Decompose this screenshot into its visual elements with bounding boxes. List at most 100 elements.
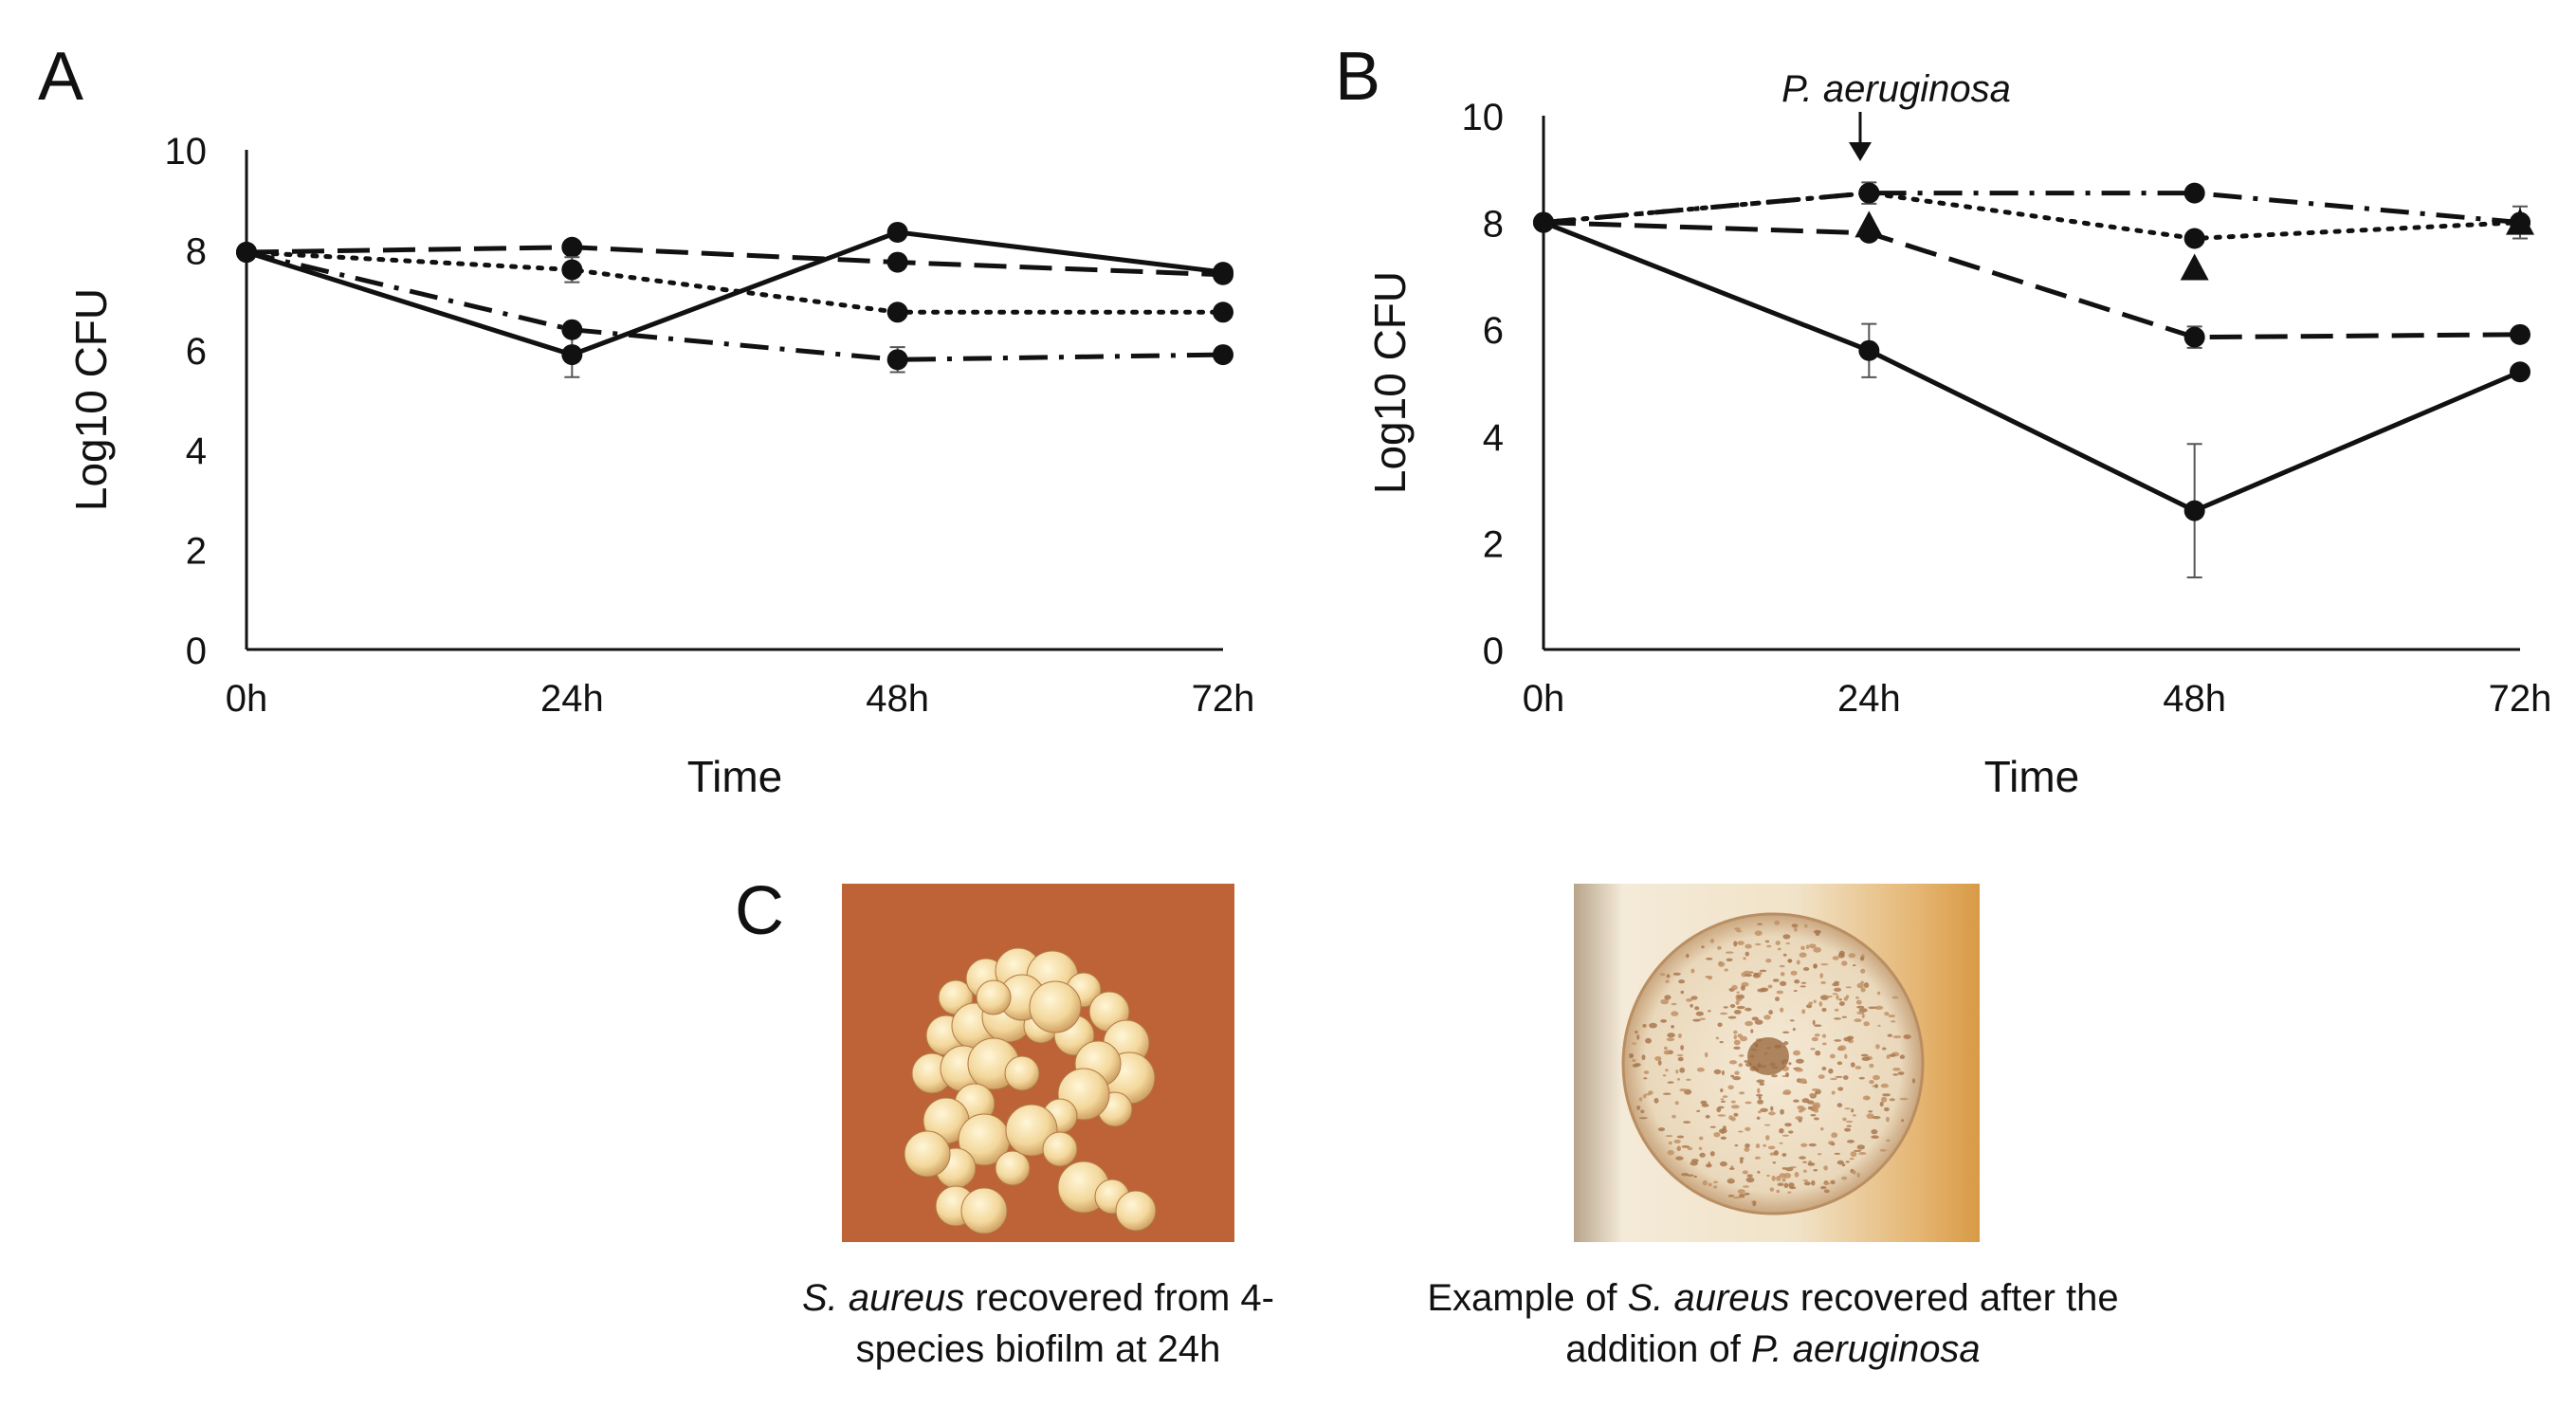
- colony-speck: [1756, 1116, 1761, 1120]
- colony-speck: [1708, 1010, 1711, 1013]
- colony-speck: [1884, 1106, 1890, 1112]
- colony-speck: [1837, 1045, 1847, 1051]
- colony-speck: [1776, 1176, 1781, 1181]
- data-point-dash-dot: [236, 242, 257, 264]
- colony-speck: [1783, 1041, 1789, 1046]
- data-point-dash-dot: [1858, 182, 1880, 204]
- colony-speck: [1841, 1176, 1848, 1180]
- colony-speck: [1667, 1033, 1675, 1038]
- colony-speck: [1704, 1051, 1708, 1058]
- colony-speck: [1880, 1083, 1890, 1088]
- series-line-dashed: [1543, 220, 2521, 340]
- colony-speck: [1790, 970, 1798, 976]
- colony-speck: [1745, 973, 1752, 978]
- colony-speck: [1745, 1126, 1751, 1131]
- colony-speck: [1871, 1135, 1879, 1139]
- colony-speck: [1854, 1066, 1862, 1070]
- colony-speck: [1745, 943, 1752, 949]
- colony-speck: [1643, 1070, 1650, 1074]
- colony-speck: [1758, 972, 1763, 976]
- data-point-dashed: [561, 236, 583, 258]
- colony-speck: [1738, 1063, 1744, 1068]
- colony-speck: [1813, 1169, 1818, 1172]
- colony-speck: [1737, 994, 1745, 999]
- colony-speck: [1874, 1005, 1884, 1010]
- colony-speck: [1742, 1170, 1748, 1175]
- colony-speck: [1709, 1151, 1715, 1157]
- colony-speck: [1696, 1067, 1705, 1072]
- colony-speck: [1796, 960, 1800, 965]
- colony-speck: [1677, 1056, 1684, 1062]
- y-tick-label: 8: [1483, 204, 1504, 246]
- y-tick-label: 6: [1483, 310, 1504, 352]
- p-aeruginosa-annotation: P. aeruginosa: [1781, 68, 2011, 110]
- caption-right-line1b: recovered after the: [1789, 1277, 2119, 1319]
- colony-speck: [1705, 1114, 1710, 1119]
- x-tick-label: 24h: [1837, 678, 1901, 720]
- colony-speck: [1718, 1106, 1725, 1109]
- colony-speck: [1672, 1114, 1676, 1119]
- y-tick-label: 2: [186, 531, 207, 573]
- colony-speck: [1828, 1068, 1834, 1074]
- colony-speck: [1866, 1113, 1874, 1119]
- colony-speck: [1874, 1084, 1878, 1088]
- colony-speck: [1736, 1005, 1745, 1010]
- colony-speck: [1863, 1021, 1870, 1027]
- colony-speck: [1723, 1006, 1728, 1009]
- colony-speck: [1702, 1179, 1708, 1186]
- colony-speck: [1746, 1174, 1753, 1178]
- panel-letter-c: C: [735, 873, 784, 949]
- colony-speck: [1780, 980, 1787, 986]
- colony-speck: [1738, 1194, 1745, 1198]
- colony-speck: [1821, 1033, 1827, 1038]
- colony-speck: [1728, 1178, 1733, 1180]
- colony-speck: [1727, 1085, 1734, 1090]
- colony-speck: [1869, 1080, 1874, 1085]
- colony-speck: [1781, 1134, 1789, 1137]
- colony-speck: [1701, 945, 1705, 949]
- colony-speck: [1800, 945, 1805, 950]
- colony-speck: [1672, 972, 1681, 976]
- colony-speck: [1799, 1078, 1807, 1084]
- colony-speck: [1713, 1180, 1718, 1184]
- colony-speck: [1638, 1117, 1648, 1120]
- colony-speck: [1681, 1145, 1690, 1148]
- colony-speck: [1640, 1109, 1645, 1114]
- colony-speck: [1744, 1060, 1749, 1063]
- colony-speck: [1819, 973, 1824, 978]
- colony-speck: [1664, 1046, 1668, 1051]
- colony-speck: [1844, 1053, 1848, 1059]
- colony-speck: [1821, 1007, 1827, 1013]
- colony-speck: [1858, 1152, 1867, 1155]
- colony-speck: [1777, 1182, 1784, 1186]
- colony-speck: [1813, 929, 1821, 934]
- colony-speck: [1802, 1179, 1808, 1182]
- colony-speck: [1887, 1033, 1893, 1037]
- colony-speck: [1845, 986, 1852, 989]
- colony-speck: [1733, 1112, 1739, 1117]
- colony-speck: [1772, 978, 1780, 982]
- colony-speck: [1665, 979, 1670, 983]
- colony-speck: [1648, 1090, 1653, 1095]
- colony-speck: [1808, 1143, 1817, 1147]
- colony-speck: [1659, 973, 1666, 977]
- colony-speck: [1679, 1067, 1686, 1073]
- colony-speck: [1818, 1074, 1825, 1079]
- colony-speck: [1899, 1054, 1906, 1059]
- colony-speck: [1858, 1076, 1865, 1080]
- colony-speck: [1866, 1097, 1870, 1100]
- colony-speck: [1881, 1096, 1888, 1103]
- colony-speck: [1771, 1074, 1778, 1078]
- colony-speck: [1641, 1054, 1646, 1061]
- colony-speck: [1834, 1039, 1842, 1042]
- colony-speck: [1823, 1165, 1828, 1171]
- colony-speck: [1690, 1003, 1693, 1008]
- colony-speck: [1756, 1079, 1765, 1084]
- colony-speck: [1774, 920, 1781, 925]
- colony-speck: [1767, 984, 1773, 989]
- colony-speck: [1854, 1149, 1862, 1152]
- colony-speck: [1744, 1192, 1750, 1196]
- colony-speck: [1836, 1061, 1843, 1066]
- colony-speck: [1667, 1081, 1674, 1084]
- colony-speck: [1765, 1135, 1770, 1141]
